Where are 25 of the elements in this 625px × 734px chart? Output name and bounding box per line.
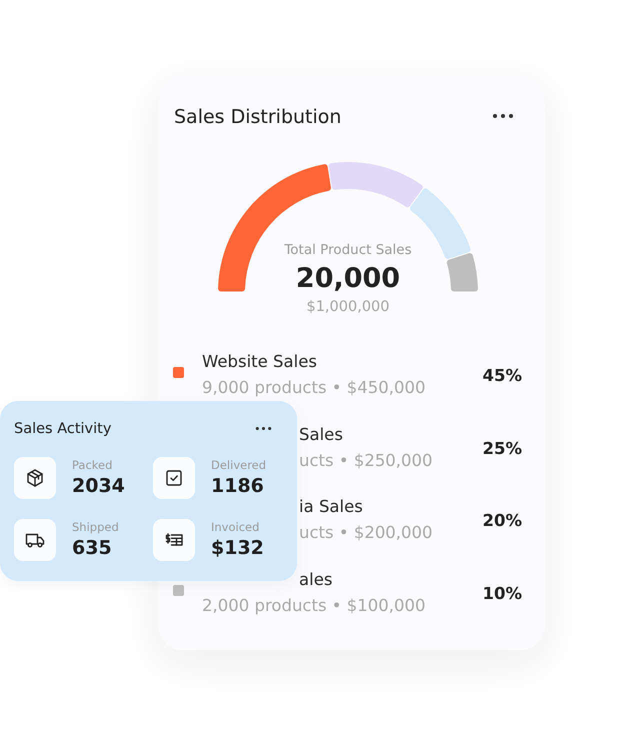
chart-title: Sales Distribution <box>174 105 342 130</box>
text: 635 <box>72 536 112 560</box>
text: Invoiced <box>211 519 260 535</box>
text: 20% <box>482 510 522 532</box>
text: 2034 <box>72 474 125 498</box>
text: Delivered <box>211 457 266 473</box>
text: ucts • $200,000 <box>299 522 433 544</box>
text: Sales Activity <box>14 420 112 439</box>
text: Packed <box>72 457 112 473</box>
text: 9,000 products • $450,000 <box>202 377 426 399</box>
text: 45% <box>482 365 522 387</box>
text: $1,000,000 <box>306 299 390 315</box>
text: 25% <box>482 438 522 460</box>
text: $132 <box>211 536 264 560</box>
text: 10% <box>482 582 522 604</box>
text: Total Product Sales <box>283 242 412 258</box>
text: 20,000 <box>296 263 400 294</box>
text: ia Sales <box>299 496 363 518</box>
text: ucts • $250,000 <box>299 450 433 472</box>
text: Shipped <box>72 519 119 535</box>
text: ales <box>299 568 332 590</box>
legend-label: Website Sales <box>202 351 317 373</box>
text: 2,000 products • $100,000 <box>202 594 426 616</box>
text: Sales <box>299 424 343 446</box>
text: 1186 <box>211 474 264 498</box>
